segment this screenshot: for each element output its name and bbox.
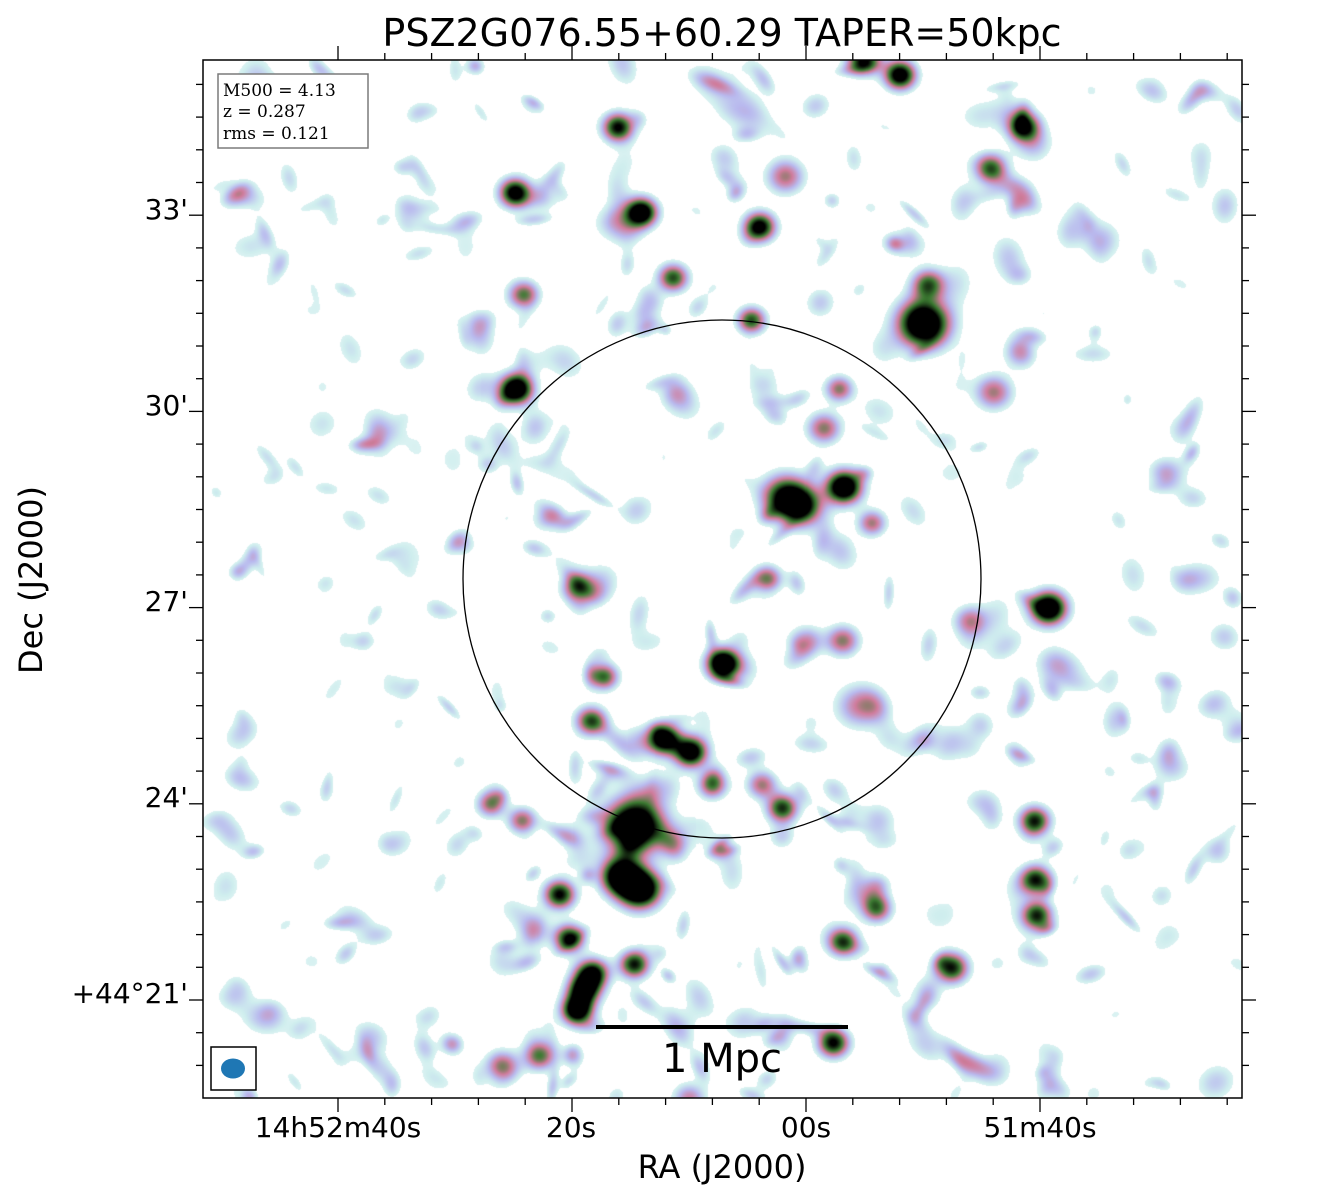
- y-tick-label: +44°21': [72, 977, 188, 1010]
- y-tick-label: 33': [145, 193, 188, 226]
- y-tick-labels: +44°21' 24' 27' 30' 33': [72, 193, 188, 1010]
- x-tick-labels: 14h52m40s 20s 00s 51m40s: [255, 1111, 1097, 1144]
- info-rms: rms = 0.121: [223, 124, 330, 144]
- plot-area: [203, 60, 1242, 1098]
- beam-indicator: [210, 1046, 257, 1091]
- axes-frame: [202, 59, 1243, 1099]
- info-m500: M500 = 4.13: [223, 81, 336, 101]
- x-tick-label: 51m40s: [983, 1111, 1096, 1144]
- scale-bar: 1 Mpc: [596, 1025, 848, 1082]
- y-axis-label: Dec (J2000): [12, 486, 50, 674]
- beam-box: [210, 1046, 257, 1091]
- x-tick-label: 00s: [781, 1111, 831, 1144]
- y-tick-label: 27': [145, 585, 188, 618]
- info-box-frame: [217, 73, 369, 149]
- info-redshift: z = 0.287: [223, 102, 306, 122]
- beam-ellipse: [221, 1058, 245, 1079]
- info-box: M500 = 4.13 z = 0.287 rms = 0.121: [217, 73, 369, 149]
- r500-circle: [462, 319, 982, 839]
- scale-bar-label: 1 Mpc: [662, 1036, 782, 1082]
- x-tick-label: 20s: [546, 1111, 596, 1144]
- y-tick-label: 24': [145, 781, 188, 814]
- chart-title: PSZ2G076.55+60.29 TAPER=50kpc: [382, 11, 1061, 55]
- axis-ticks: [189, 46, 1256, 1112]
- x-tick-label: 14h52m40s: [255, 1111, 422, 1144]
- x-axis-label: RA (J2000): [638, 1148, 807, 1186]
- radio-map-image: [203, 60, 1242, 1098]
- y-tick-label: 30': [145, 389, 188, 422]
